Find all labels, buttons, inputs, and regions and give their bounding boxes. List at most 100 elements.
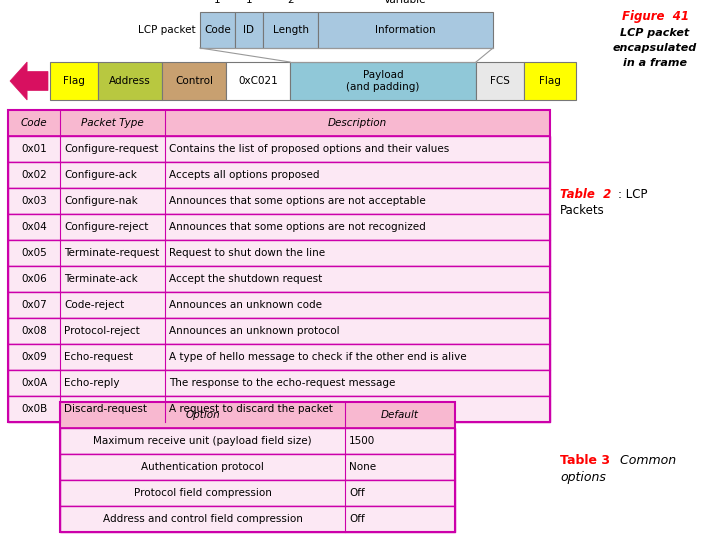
Bar [226,62,290,100]
Text: Configure-request: Configure-request [64,144,158,154]
Bar [60,480,455,506]
Text: 0x0A: 0x0A [21,378,47,388]
Text: Echo-request: Echo-request [64,352,133,362]
Bar [60,402,455,532]
Text: None: None [349,462,376,472]
Text: 0x02: 0x02 [21,170,47,180]
Text: Length: Length [272,25,308,35]
Text: Option: Option [185,410,220,420]
Bar [235,12,263,48]
Text: Code: Code [204,25,231,35]
Text: 0x06: 0x06 [21,274,47,284]
Text: FCS: FCS [490,76,510,86]
Text: 0x05: 0x05 [21,248,47,258]
Text: Table  2: Table 2 [560,188,611,201]
Text: LCP packet: LCP packet [621,28,690,38]
Polygon shape [10,62,48,100]
Text: : LCP: : LCP [618,188,647,201]
Text: Accept the shutdown request: Accept the shutdown request [169,274,323,284]
Bar [8,188,550,214]
Text: Payload
(and padding): Payload (and padding) [346,70,420,92]
Text: Request to shut down the line: Request to shut down the line [169,248,325,258]
Bar [8,110,550,422]
Text: in a frame: in a frame [623,58,687,68]
Bar [8,396,550,422]
Text: Code-reject: Code-reject [64,300,125,310]
Text: Packets: Packets [560,205,605,218]
Bar [60,428,455,454]
Text: Variable: Variable [384,0,427,5]
Text: Description: Description [328,118,387,128]
Text: 1: 1 [246,0,252,5]
Bar [8,214,550,240]
Bar [476,62,524,100]
Text: Default: Default [381,410,419,420]
Bar [8,318,550,344]
Text: Discard-request: Discard-request [64,404,147,414]
Text: Announces that some options are not recognized: Announces that some options are not reco… [169,222,426,232]
Text: Configure-nak: Configure-nak [64,196,138,206]
Bar [60,402,455,428]
Text: Authentication protocol: Authentication protocol [141,462,264,472]
Bar [60,506,455,532]
Text: Echo-reply: Echo-reply [64,378,120,388]
Text: Configure-reject: Configure-reject [64,222,148,232]
Text: A request to discard the packet: A request to discard the packet [169,404,333,414]
Text: Announces an unknown protocol: Announces an unknown protocol [169,326,340,336]
Bar [8,110,550,136]
Text: Information: Information [375,25,436,35]
Text: Flag: Flag [63,76,85,86]
Bar [263,12,318,48]
Text: 0x04: 0x04 [21,222,47,232]
Text: 0xC021: 0xC021 [238,76,278,86]
Text: Flag: Flag [539,76,561,86]
Text: 0x0B: 0x0B [21,404,47,414]
Bar [290,62,476,100]
Bar [8,240,550,266]
Text: Accepts all options proposed: Accepts all options proposed [169,170,320,180]
Bar [8,370,550,396]
Bar [162,62,226,100]
Text: Announces an unknown code: Announces an unknown code [169,300,322,310]
Text: Off: Off [349,514,365,524]
Text: options: options [560,471,606,484]
Bar [524,62,576,100]
Bar [8,162,550,188]
Text: 0x03: 0x03 [21,196,47,206]
Text: 2: 2 [287,0,294,5]
Text: Protocol-reject: Protocol-reject [64,326,140,336]
Text: Figure  41: Figure 41 [621,10,688,23]
Bar [318,12,493,48]
Bar [50,62,98,100]
Text: Table 3: Table 3 [560,454,610,467]
Bar [200,12,235,48]
Text: Configure-ack: Configure-ack [64,170,137,180]
Text: ID: ID [243,25,254,35]
Text: Protocol field compression: Protocol field compression [134,488,271,498]
Bar [60,454,455,480]
Text: Address and control field compression: Address and control field compression [102,514,302,524]
Text: LCP packet: LCP packet [138,25,196,35]
Text: A type of hello message to check if the other end is alive: A type of hello message to check if the … [169,352,467,362]
Text: 0x07: 0x07 [21,300,47,310]
Bar [8,344,550,370]
Text: Terminate-ack: Terminate-ack [64,274,138,284]
Text: Maximum receive unit (payload field size): Maximum receive unit (payload field size… [93,436,312,446]
Text: The response to the echo-request message: The response to the echo-request message [169,378,395,388]
Text: Contains the list of proposed options and their values: Contains the list of proposed options an… [169,144,449,154]
Text: Packet Type: Packet Type [81,118,144,128]
Text: 0x09: 0x09 [21,352,47,362]
Text: 1: 1 [214,0,221,5]
Text: Off: Off [349,488,365,498]
Text: 0x08: 0x08 [21,326,47,336]
Text: Common: Common [612,454,676,467]
Text: Announces that some options are not acceptable: Announces that some options are not acce… [169,196,426,206]
Text: 1500: 1500 [349,436,375,446]
Text: encapsulated: encapsulated [613,43,697,53]
Text: 0x01: 0x01 [21,144,47,154]
Bar [8,292,550,318]
Bar [8,136,550,162]
Text: Terminate-request: Terminate-request [64,248,159,258]
Text: Control: Control [175,76,213,86]
Bar [8,266,550,292]
